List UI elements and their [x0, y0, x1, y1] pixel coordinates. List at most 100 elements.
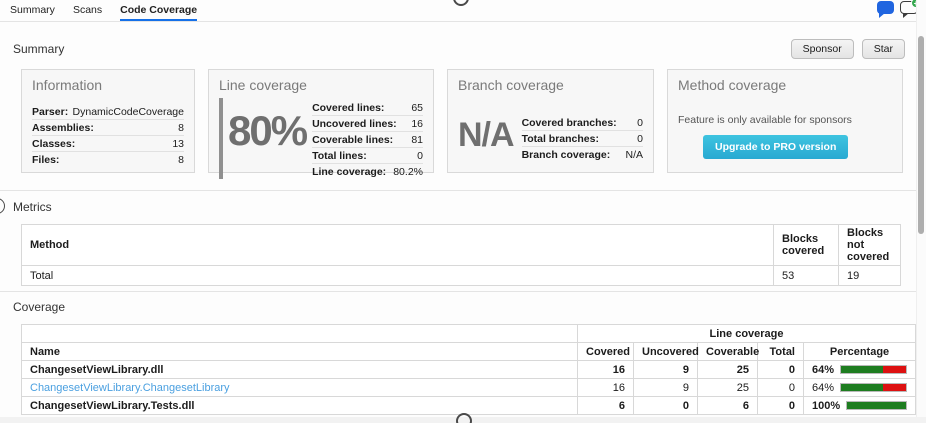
tab-summary[interactable]: Summary [10, 4, 55, 16]
line-coverage-big-value: 80% [219, 98, 308, 179]
lc-value: 65 [411, 102, 423, 114]
lc-row-percentage: Line coverage: 80.2% [312, 164, 423, 179]
star-button[interactable]: Star [861, 39, 905, 59]
coverage-col-name: Name [21, 342, 578, 361]
coverage-col-covered: Covered [577, 342, 634, 361]
tab-code-coverage[interactable]: Code Coverage [120, 4, 198, 21]
metrics-total-row: Total 53 19 [21, 265, 901, 286]
cell-covered: 16 [577, 360, 634, 379]
info-row-parser: Parser: DynamicCodeCoverage [32, 104, 184, 120]
lc-label: Covered lines: [312, 102, 385, 114]
section-divider [0, 291, 926, 292]
coverage-bar [840, 365, 908, 374]
lc-row-covered: Covered lines: 65 [312, 100, 423, 116]
metrics-header-row: Method Blocks covered Blocks not covered [21, 224, 901, 266]
summary-title: Summary [13, 42, 65, 56]
coverage-col-coverable: Coverable [697, 342, 759, 361]
lc-label: Total lines: [312, 150, 367, 162]
github-buttons: Sponsor Star [790, 39, 905, 59]
scrollbar-thumb[interactable] [918, 36, 924, 234]
bc-label: Total branches: [521, 133, 599, 145]
coverage-col-uncovered: Uncovered [633, 342, 699, 361]
tab-scans[interactable]: Scans [72, 4, 103, 16]
cell-uncovered: 9 [633, 360, 698, 379]
info-row-classes: Classes: 13 [32, 136, 184, 152]
summary-section-header: Summary Sponsor Star [13, 38, 913, 60]
percentage-label: 64% [812, 363, 835, 376]
line-coverage-card-title: Line coverage [219, 77, 307, 93]
class-link[interactable]: ChangesetViewLibrary.ChangesetLibrary [30, 381, 230, 394]
lc-value: 16 [411, 118, 423, 130]
bc-value: 0 [637, 133, 643, 145]
branch-coverage-card-title: Branch coverage [458, 77, 564, 93]
header-icons: + [877, 0, 921, 18]
cell-coverable: 25 [697, 360, 758, 379]
branch-coverage-card: Branch coverage N/A Covered branches: 0 … [447, 69, 654, 173]
coverage-group-empty [21, 324, 578, 343]
coverage-group-line-coverage: Line coverage [576, 324, 917, 343]
bc-row-covered: Covered branches: 0 [521, 115, 643, 131]
metrics-total-covered: 53 [773, 265, 839, 286]
branch-coverage-big-value: N/A [458, 116, 515, 154]
coverage-table: Line coverage Name Covered Uncovered Cov… [21, 324, 917, 415]
summary-cards: Information Parser: DynamicCodeCoverage … [21, 69, 913, 179]
information-card-title: Information [32, 77, 103, 93]
cell-total: 0 [757, 396, 804, 415]
cell-total: 0 [757, 360, 804, 379]
lc-row-total: Total lines: 0 [312, 148, 423, 164]
bc-value: 0 [637, 117, 643, 129]
cell-percentage: 64% [802, 378, 917, 397]
info-row-files: Files: 8 [32, 152, 184, 167]
main-content: Summary Sponsor Star Information Parser:… [0, 38, 926, 415]
method-coverage-card: Method coverage Feature is only availabl… [667, 69, 903, 173]
info-row-assemblies: Assemblies: 8 [32, 120, 184, 136]
bc-label: Covered branches: [521, 117, 617, 129]
bc-row-total: Total branches: 0 [521, 131, 643, 147]
coverage-col-total: Total [757, 342, 804, 361]
bc-row-percentage: Branch coverage: N/A [522, 147, 643, 162]
cell-coverable: 25 [697, 378, 758, 397]
metrics-total-label: Total [21, 265, 774, 286]
metrics-col-blocks-not-covered: Blocks not covered [838, 224, 901, 266]
info-value: 13 [172, 138, 184, 150]
metrics-col-blocks-covered: Blocks covered [773, 224, 839, 266]
bc-value: N/A [625, 149, 643, 161]
sponsor-button[interactable]: Sponsor [790, 39, 854, 59]
metrics-title: Metrics [13, 199, 52, 214]
lc-label: Line coverage: [312, 166, 387, 178]
lc-row-coverable: Coverable lines: 81 [312, 132, 423, 148]
cell-coverable: 6 [697, 396, 758, 415]
assembly-name: ChangesetViewLibrary.dll [21, 360, 578, 379]
line-coverage-card: Line coverage 80% Covered lines: 65 Unco… [208, 69, 434, 179]
cell-covered: 16 [577, 378, 634, 397]
coverage-group-header-row: Line coverage [21, 324, 917, 343]
chat-bubble-filled-icon[interactable] [877, 1, 894, 18]
table-row-assembly: ChangesetViewLibrary.dll 16 9 25 0 64% [21, 360, 917, 379]
lc-value: 0 [417, 150, 423, 162]
information-card: Information Parser: DynamicCodeCoverage … [21, 69, 195, 173]
coverage-section-header: Coverage [13, 299, 913, 314]
metrics-total-not-covered: 19 [838, 265, 901, 286]
cell-uncovered: 9 [633, 378, 698, 397]
metrics-table: Method Blocks covered Blocks not covered… [21, 224, 901, 286]
coverage-title: Coverage [13, 299, 66, 314]
branch-coverage-table: Covered branches: 0 Total branches: 0 Br… [521, 115, 643, 162]
info-value: 8 [178, 122, 184, 134]
method-coverage-card-title: Method coverage [678, 77, 787, 93]
upgrade-pro-button[interactable]: Upgrade to PRO version [703, 135, 849, 159]
lc-label: Uncovered lines: [312, 118, 397, 130]
percentage-label: 64% [812, 381, 835, 394]
info-label: Assemblies: [32, 122, 94, 134]
table-row-class: ChangesetViewLibrary.ChangesetLibrary 16… [21, 378, 917, 397]
tab-bar: Summary Scans Code Coverage [0, 0, 926, 22]
info-label: Files: [32, 154, 60, 166]
sponsor-note: Feature is only available for sponsors [678, 114, 852, 126]
cell-total: 0 [757, 378, 804, 397]
coverage-header-row: Name Covered Uncovered Coverable Total P… [21, 342, 917, 361]
metrics-section-header: Metrics [13, 199, 913, 214]
percentage-label: 100% [812, 399, 841, 412]
bc-label: Branch coverage: [521, 149, 611, 161]
coverage-bar [840, 383, 908, 392]
branch-coverage-body: N/A Covered branches: 0 Total branches: … [458, 113, 643, 162]
